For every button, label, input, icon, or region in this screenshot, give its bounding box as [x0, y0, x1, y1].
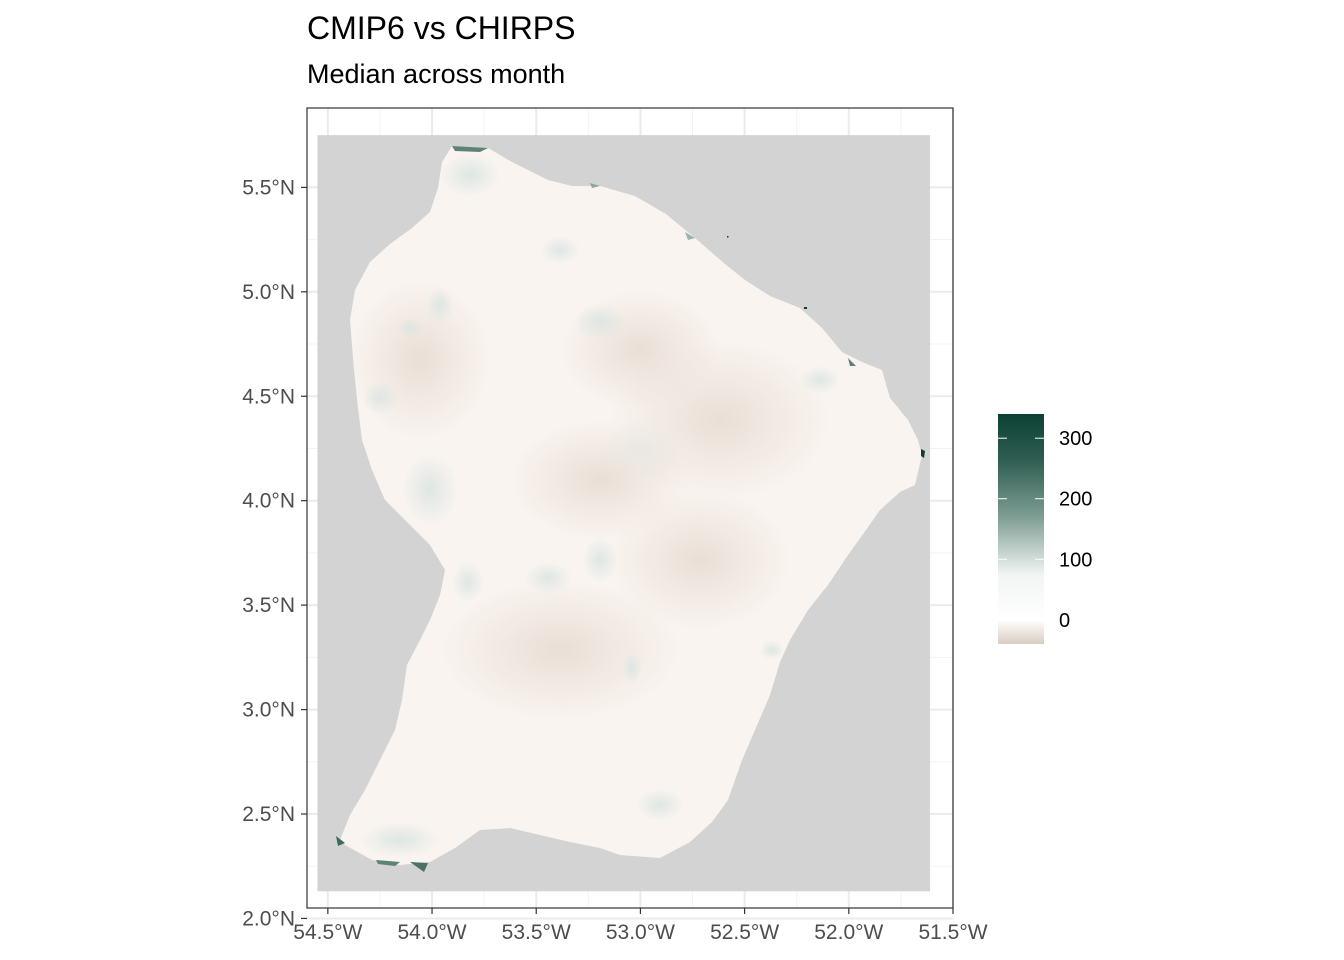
legend-colorbar	[998, 414, 1044, 644]
legend: 0 100 200 300	[998, 414, 1092, 644]
x-tick-label: 54.5°W	[293, 921, 362, 944]
y-tick-label: 2.5°N	[242, 803, 295, 826]
y-tick-label: 2.0°N	[242, 907, 295, 930]
plot-subtitle: Median across month	[307, 59, 566, 89]
y-tick-label: 4.0°N	[242, 490, 295, 513]
y-tick-label: 5.5°N	[242, 176, 295, 199]
legend-tick-label: 100	[1059, 549, 1092, 571]
plot-panel-border	[306, 107, 954, 909]
legend-tick-label: 0	[1059, 610, 1070, 632]
y-tick-label: 3.0°N	[242, 699, 295, 722]
y-tick-label: 4.5°N	[242, 385, 295, 408]
x-tick-label: 51.5°W	[918, 921, 987, 944]
x-tick-label: 53.0°W	[606, 921, 675, 944]
y-tick-label: 3.5°N	[242, 594, 295, 617]
difference-field	[336, 146, 925, 872]
legend-tick-label: 200	[1059, 489, 1092, 511]
y-tick-label: 5.0°N	[242, 281, 295, 304]
x-tick-label: 53.5°W	[502, 921, 571, 944]
x-axis: 54.5°W 54.0°W 53.5°W 53.0°W 52.5°W 52.0°W 51.5…	[293, 908, 988, 944]
x-tick-label: 54.0°W	[397, 921, 466, 944]
plot-title: CMIP6 vs CHIRPS	[307, 10, 576, 46]
x-tick-label: 52.5°W	[710, 921, 779, 944]
y-axis: 2.0°N 2.5°N 3.0°N 3.5°N 4.0°N 4.5°N 5.0°N 5.5°N	[242, 176, 307, 930]
x-tick-label: 52.0°W	[814, 921, 883, 944]
legend-tick-label: 300	[1059, 428, 1092, 450]
